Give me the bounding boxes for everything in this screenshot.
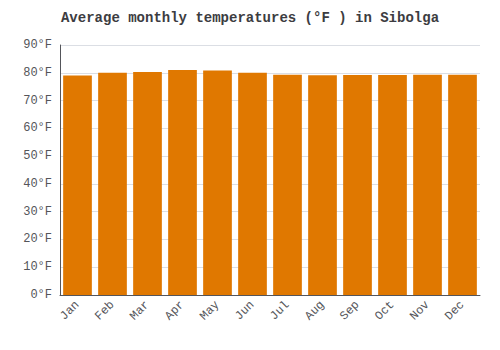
svg-text:0°F: 0°F — [30, 288, 52, 302]
svg-text:Average monthly temperatures (: Average monthly temperatures (°F ) in Si… — [61, 10, 440, 26]
svg-text:70°F: 70°F — [23, 94, 52, 108]
svg-text:Jun: Jun — [232, 298, 257, 323]
svg-text:Oct: Oct — [372, 298, 397, 323]
svg-text:Jan: Jan — [57, 298, 82, 323]
svg-text:Mar: Mar — [127, 298, 152, 323]
svg-text:20°F: 20°F — [23, 232, 52, 246]
svg-text:Sep: Sep — [337, 298, 362, 323]
svg-text:Apr: Apr — [162, 298, 187, 323]
svg-text:90°F: 90°F — [23, 38, 52, 52]
svg-text:30°F: 30°F — [23, 205, 52, 219]
svg-text:60°F: 60°F — [23, 121, 52, 135]
svg-text:40°F: 40°F — [23, 177, 52, 191]
svg-text:50°F: 50°F — [23, 149, 52, 163]
svg-text:Jul: Jul — [267, 298, 292, 323]
svg-text:Dec: Dec — [442, 298, 467, 323]
svg-text:Nov: Nov — [407, 298, 432, 323]
svg-text:Aug: Aug — [302, 298, 327, 323]
svg-text:10°F: 10°F — [23, 260, 52, 274]
svg-text:Feb: Feb — [92, 298, 117, 323]
svg-text:May: May — [197, 298, 222, 323]
svg-text:80°F: 80°F — [23, 66, 52, 80]
